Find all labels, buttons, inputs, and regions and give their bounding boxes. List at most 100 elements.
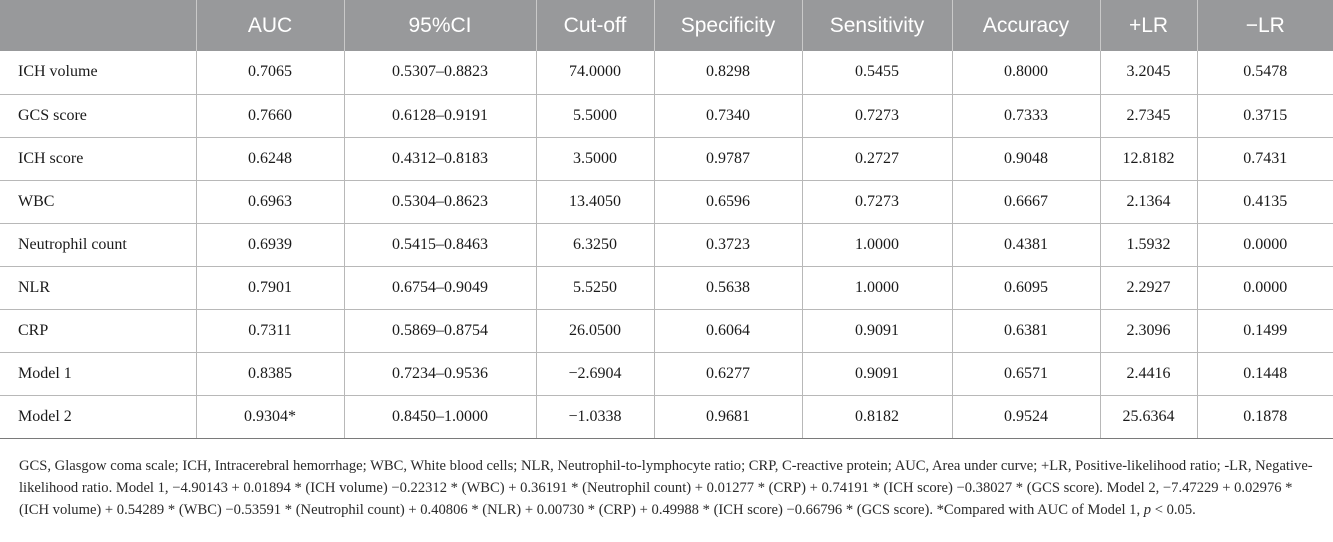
value-cell: 1.5932 — [1099, 223, 1197, 267]
value-cell: 0.0000 — [1196, 223, 1333, 267]
value-cell: 0.4312–0.8183 — [343, 137, 536, 181]
row-label-cell: ICH volume — [0, 51, 196, 95]
table-row: NLR 0.7901 0.6754–0.9049 5.5250 0.5638 1.0000… — [0, 266, 1333, 310]
value-cell: 0.9681 — [653, 395, 802, 439]
value-cell: 0.9048 — [951, 137, 1100, 181]
value-cell: 0.9091 — [801, 309, 952, 353]
value-cell: 0.9787 — [653, 137, 802, 181]
value-cell: 0.8000 — [951, 51, 1100, 95]
header-cell-blank — [0, 0, 196, 51]
value-cell: 2.7345 — [1099, 94, 1197, 138]
value-cell: 0.0000 — [1196, 266, 1333, 310]
value-cell: 25.6364 — [1099, 395, 1197, 439]
value-cell: 0.6277 — [653, 352, 802, 396]
value-cell: 0.6095 — [951, 266, 1100, 310]
value-cell: 0.5478 — [1196, 51, 1333, 95]
value-cell: 0.5415–0.8463 — [343, 223, 536, 267]
value-cell: 0.7660 — [195, 94, 344, 138]
value-cell: 6.3250 — [535, 223, 654, 267]
footnote-text: GCS, Glasgow coma scale; ICH, Intracereb… — [19, 458, 1313, 518]
row-label-cell: ICH score — [0, 137, 196, 181]
value-cell: 2.2927 — [1099, 266, 1197, 310]
value-cell: 0.6939 — [195, 223, 344, 267]
value-cell: −1.0338 — [535, 395, 654, 439]
value-cell: 1.0000 — [801, 223, 952, 267]
value-cell: 0.5638 — [653, 266, 802, 310]
value-cell: 0.7273 — [801, 94, 952, 138]
value-cell: 12.8182 — [1099, 137, 1197, 181]
table-row: CRP 0.7311 0.5869–0.8754 26.0500 0.6064 0.909… — [0, 309, 1333, 353]
value-cell: 1.0000 — [801, 266, 952, 310]
row-label-cell: Model 2 — [0, 395, 196, 439]
table-row: Model 1 0.8385 0.7234–0.9536 −2.6904 0.6277 0… — [0, 352, 1333, 396]
value-cell: 3.2045 — [1099, 51, 1197, 95]
value-cell: 13.4050 — [535, 180, 654, 224]
value-cell: 0.3723 — [653, 223, 802, 267]
value-cell: −2.6904 — [535, 352, 654, 396]
value-cell: 0.6963 — [195, 180, 344, 224]
table-row: ICH volume 0.7065 0.5307–0.8823 74.0000 0.82… — [0, 51, 1333, 95]
value-cell: 0.8385 — [195, 352, 344, 396]
header-cell: Accuracy — [951, 0, 1100, 51]
value-cell: 0.6571 — [951, 352, 1100, 396]
value-cell: 0.6064 — [653, 309, 802, 353]
row-label-cell: Model 1 — [0, 352, 196, 396]
footnote-p-tail: < 0.05. — [1151, 502, 1196, 518]
value-cell: 0.8182 — [801, 395, 952, 439]
row-label-cell: GCS score — [0, 94, 196, 138]
value-cell: 0.5304–0.8623 — [343, 180, 536, 224]
header-cell: Specificity — [653, 0, 802, 51]
row-label-cell: CRP — [0, 309, 196, 353]
value-cell: 0.7234–0.9536 — [343, 352, 536, 396]
value-cell: 0.6381 — [951, 309, 1100, 353]
value-cell: 0.7901 — [195, 266, 344, 310]
value-cell: 0.2727 — [801, 137, 952, 181]
value-cell: 0.9091 — [801, 352, 952, 396]
value-cell: 2.3096 — [1099, 309, 1197, 353]
footnote-p-symbol: p — [1143, 502, 1152, 518]
table-body: ICH volume 0.7065 0.5307–0.8823 74.0000 0.82… — [0, 51, 1333, 439]
value-cell: 0.1448 — [1196, 352, 1333, 396]
value-cell: 0.9304* — [195, 395, 344, 439]
row-label-cell: WBC — [0, 180, 196, 224]
value-cell: 0.7273 — [801, 180, 952, 224]
value-cell: 0.5869–0.8754 — [343, 309, 536, 353]
row-label-cell: Neutrophil count — [0, 223, 196, 267]
row-label-cell: NLR — [0, 266, 196, 310]
header-cell: Sensitivity — [801, 0, 952, 51]
value-cell: 0.7311 — [195, 309, 344, 353]
value-cell: 0.7431 — [1196, 137, 1333, 181]
value-cell: 0.4135 — [1196, 180, 1333, 224]
value-cell: 0.7333 — [951, 94, 1100, 138]
value-cell: 0.8450–1.0000 — [343, 395, 536, 439]
value-cell: 0.6754–0.9049 — [343, 266, 536, 310]
value-cell: 0.1878 — [1196, 395, 1333, 439]
header-cell: Cut-off — [535, 0, 654, 51]
value-cell: 5.5250 — [535, 266, 654, 310]
value-cell: 0.9524 — [951, 395, 1100, 439]
value-cell: 74.0000 — [535, 51, 654, 95]
table-row: ICH score 0.6248 0.4312–0.8183 3.5000 0.9787… — [0, 137, 1333, 181]
table-row: GCS score 0.7660 0.6128–0.9191 5.5000 0.7340… — [0, 94, 1333, 138]
header-cell: 95%CI — [343, 0, 536, 51]
value-cell: 0.7340 — [653, 94, 802, 138]
results-table: AUC 95%CI Cut-off Specificity Sensitivity Acc… — [0, 0, 1333, 439]
value-cell: 0.7065 — [195, 51, 344, 95]
table-row: Model 2 0.9304* 0.8450–1.0000 −1.0338 0.9681… — [0, 395, 1333, 439]
value-cell: 0.1499 — [1196, 309, 1333, 353]
value-cell: 5.5000 — [535, 94, 654, 138]
table-footnote: GCS, Glasgow coma scale; ICH, Intracereb… — [19, 455, 1323, 521]
table-row: WBC 0.6963 0.5304–0.8623 13.4050 0.6596 0.727… — [0, 180, 1333, 224]
value-cell: 0.6128–0.9191 — [343, 94, 536, 138]
value-cell: 0.5455 — [801, 51, 952, 95]
header-cell: −LR — [1196, 0, 1333, 51]
value-cell: 26.0500 — [535, 309, 654, 353]
value-cell: 0.6248 — [195, 137, 344, 181]
value-cell: 2.1364 — [1099, 180, 1197, 224]
value-cell: 3.5000 — [535, 137, 654, 181]
value-cell: 0.4381 — [951, 223, 1100, 267]
value-cell: 2.4416 — [1099, 352, 1197, 396]
header-cell: +LR — [1099, 0, 1197, 51]
header-row: AUC 95%CI Cut-off Specificity Sensitivity Acc… — [0, 0, 1333, 51]
